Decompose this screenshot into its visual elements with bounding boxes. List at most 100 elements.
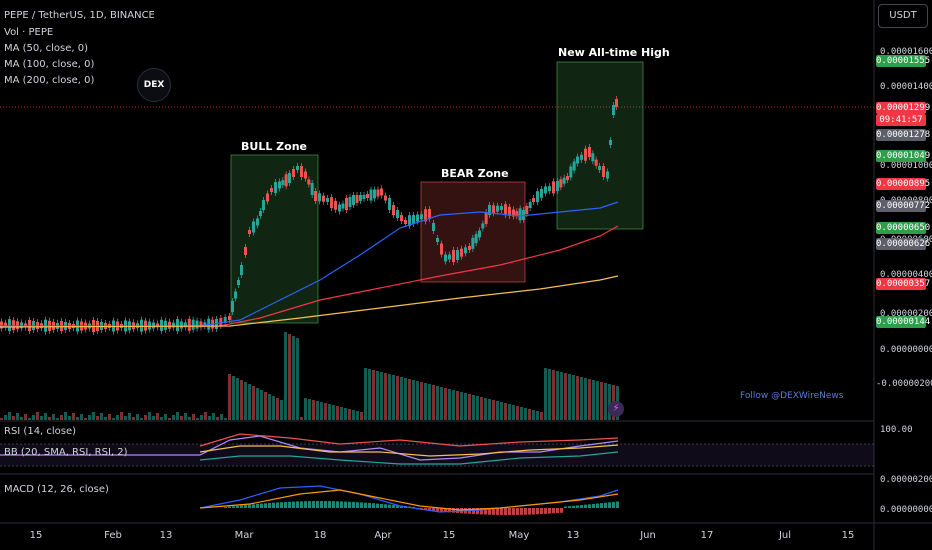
volume-bar	[504, 403, 507, 420]
volume-bar	[252, 386, 255, 420]
candle-body	[223, 317, 227, 323]
volume-bar	[420, 382, 423, 420]
macd-histogram-bar	[332, 501, 335, 508]
volume-bar	[60, 415, 63, 420]
volume-bar	[300, 417, 303, 420]
volume-bar	[600, 382, 603, 420]
volume-bar	[532, 410, 535, 420]
candle-body	[566, 176, 569, 180]
macd-histogram-bar	[532, 508, 535, 515]
volume-bar	[200, 415, 203, 420]
candle-body	[392, 205, 395, 215]
volume-bar	[496, 401, 499, 420]
volume-bar	[36, 412, 39, 420]
volume-bar	[568, 374, 571, 420]
candle-body	[540, 188, 543, 198]
volume-bar	[468, 394, 471, 420]
macd-histogram-bar	[272, 502, 275, 508]
macd-axis-tick: 0.00000000	[880, 505, 932, 515]
macd-histogram-bar	[424, 508, 427, 511]
candle-body	[384, 195, 387, 201]
macd-histogram-bar	[324, 501, 327, 508]
macd-histogram-bar	[512, 508, 515, 515]
candle-body	[536, 191, 539, 203]
volume-bar	[0, 418, 3, 420]
volume-bar	[164, 414, 167, 420]
ath-zone-box	[556, 61, 644, 230]
volume-bar	[348, 409, 351, 420]
volume-bar	[404, 378, 407, 420]
macd-histogram-bar	[528, 508, 531, 515]
macd-histogram-bar	[296, 501, 299, 508]
macd-histogram-bar	[320, 501, 323, 508]
volume-bar	[592, 380, 595, 420]
ma100-line	[0, 225, 619, 328]
candle-body	[180, 321, 183, 329]
candle-body	[176, 319, 179, 332]
volume-bar	[488, 399, 491, 420]
candle-body	[488, 205, 491, 215]
macd-histogram-bar	[232, 506, 235, 508]
price-tick: 0.00000200	[880, 309, 932, 319]
candle-body	[484, 212, 488, 224]
volume-bar	[244, 382, 247, 420]
volume-bar	[440, 387, 443, 420]
countdown-label: 09:41:57	[876, 114, 926, 126]
volume-bar	[336, 406, 339, 420]
candle-body	[471, 237, 475, 249]
macd-histogram-bar	[444, 508, 447, 513]
x-tick: Jun	[640, 530, 656, 541]
candle-body	[522, 210, 525, 220]
candle-body	[552, 181, 555, 194]
volume-bar	[236, 378, 239, 420]
volume-bar	[76, 417, 79, 420]
volume-bar	[100, 413, 103, 420]
volume-bar	[188, 417, 191, 420]
volume-bar	[280, 400, 283, 420]
volume-bar	[556, 371, 559, 420]
volume-bar	[308, 399, 311, 420]
currency-selector[interactable]: USDT	[878, 4, 928, 28]
macd-histogram-bar	[536, 508, 539, 515]
macd-histogram-bar	[552, 508, 555, 514]
volume-bar	[4, 415, 7, 420]
candle-body	[496, 205, 499, 212]
macd-histogram-bar	[312, 501, 315, 508]
macd-histogram-bar	[476, 508, 479, 515]
candle-body	[481, 223, 485, 229]
volume-bar	[580, 377, 583, 420]
bb-upper-line	[199, 433, 619, 447]
macd-histogram-bar	[488, 508, 491, 515]
candle-body	[594, 159, 598, 166]
candle-body	[160, 319, 163, 331]
candle-body	[164, 320, 167, 330]
candle-body	[562, 177, 566, 184]
candle-body	[500, 206, 503, 210]
macd-histogram-bar	[520, 508, 523, 515]
candle-body	[412, 214, 415, 224]
volume-bar	[400, 377, 403, 420]
candle-body	[591, 153, 595, 162]
volume-bar	[224, 418, 227, 420]
price-label: 0.00000144	[876, 316, 931, 328]
lightning-icon[interactable]: ⚡	[608, 401, 624, 417]
volume-bar	[156, 413, 159, 420]
volume-bar	[416, 381, 419, 420]
price-tick: 0.00001400	[880, 82, 932, 92]
volume-bar	[56, 418, 59, 420]
price-label: 0.00001049	[876, 150, 931, 162]
candle-body	[274, 182, 277, 193]
volume-bar	[40, 416, 43, 420]
volume-bar	[220, 414, 223, 420]
candle-body	[468, 246, 471, 250]
legend-volume: Vol · PEPE	[4, 27, 54, 38]
candle-body	[281, 180, 285, 186]
candle-body	[420, 214, 423, 220]
macd-histogram-bar	[540, 508, 543, 515]
volume-bar	[152, 416, 155, 420]
ma50-line	[0, 201, 619, 327]
volume-bar	[16, 413, 19, 420]
volume-bar	[444, 388, 447, 420]
price-tick: 0.00001600	[880, 47, 932, 57]
